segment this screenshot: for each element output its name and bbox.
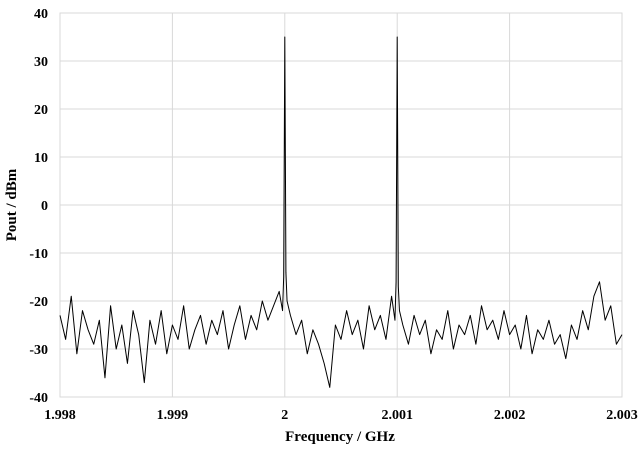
x-tick-label: 2.003 — [606, 408, 638, 423]
y-tick-label: -10 — [29, 247, 48, 262]
y-tick-label: 30 — [34, 55, 48, 70]
x-tick-label: 2 — [281, 408, 288, 423]
tick-labels: -40 -30 -20 -10 0 10 20 30 40 1.998 1.999 2 2.001 2.0… — [29, 7, 637, 423]
y-tick-label: -20 — [29, 295, 48, 310]
y-axis-label: Pout / dBm — [4, 168, 20, 241]
x-tick-label: 1.998 — [44, 408, 76, 423]
y-tick-label: 0 — [41, 199, 48, 214]
y-tick-label: -40 — [29, 391, 48, 406]
x-tick-label: 1.999 — [157, 408, 189, 423]
y-tick-label: 40 — [34, 7, 48, 22]
x-tick-label: 2.001 — [381, 408, 413, 423]
x-axis-label: Frequency / GHz — [285, 429, 395, 445]
y-tick-label: 20 — [34, 103, 48, 118]
series-layer — [59, 36, 623, 388]
y-tick-label: -30 — [29, 343, 48, 358]
y-tick-label: 10 — [34, 151, 48, 166]
x-tick-label: 2.002 — [494, 408, 526, 423]
series-line — [59, 36, 623, 388]
